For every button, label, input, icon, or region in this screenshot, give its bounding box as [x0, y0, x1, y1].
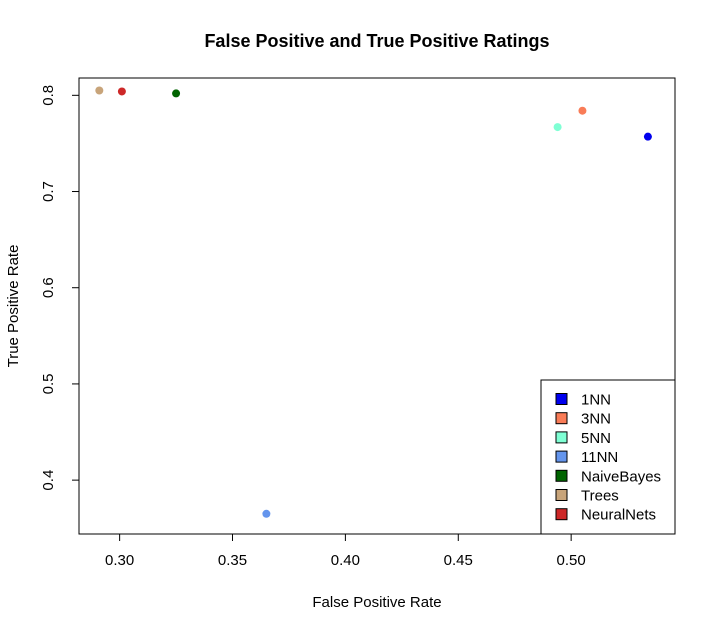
- y-tick-label: 0.4: [40, 470, 57, 491]
- x-tick-label: 0.30: [105, 552, 134, 569]
- y-tick-label: 0.5: [40, 373, 57, 394]
- data-point-trees: [95, 86, 104, 95]
- y-axis-label: True Positive Rate: [5, 245, 22, 368]
- data-points: [95, 86, 652, 518]
- x-tick-label: 0.40: [331, 552, 360, 569]
- legend-label-11nn: 11NN: [581, 449, 618, 466]
- data-point-5nn: [553, 123, 562, 132]
- y-tick-label: 0.6: [40, 277, 57, 298]
- legend-label-3nn: 3NN: [581, 411, 611, 428]
- x-tick-label: 0.45: [444, 552, 473, 569]
- data-point-3nn: [578, 106, 587, 115]
- legend-label-naivebayes: NaiveBayes: [581, 468, 661, 485]
- legend-label-1nn: 1NN: [581, 392, 611, 409]
- x-axis: 0.30 0.35 0.40 0.45 0.50: [105, 533, 586, 569]
- y-tick-label: 0.7: [40, 181, 57, 202]
- x-tick-label: 0.35: [218, 552, 247, 569]
- legend-label-5nn: 5NN: [581, 430, 611, 447]
- legend-label-trees: Trees: [581, 488, 619, 505]
- legend-swatch-1nn: [555, 393, 568, 405]
- x-axis-label: False Positive Rate: [312, 594, 441, 611]
- x-tick-label: 0.50: [557, 552, 586, 569]
- chart-title: False Positive and True Positive Ratings: [204, 31, 549, 51]
- legend-label-neuralnets: NeuralNets: [581, 507, 656, 524]
- legend-swatch-11nn: [555, 450, 568, 463]
- data-point-naivebayes: [172, 89, 181, 98]
- legend-swatch-trees: [555, 489, 568, 501]
- y-tick-label: 0.8: [40, 85, 57, 106]
- legend: 1NN 3NN 5NN 11NN NaiveBayes Trees NeuralNets: [540, 379, 676, 535]
- data-point-11nn: [262, 509, 271, 518]
- data-point-neuralnets: [117, 87, 126, 96]
- data-point-1nn: [643, 132, 652, 141]
- y-axis: 0.4 0.5 0.6 0.7 0.8: [40, 85, 80, 491]
- legend-swatch-naivebayes: [555, 469, 568, 482]
- legend-swatch-5nn: [555, 431, 568, 444]
- legend-swatch-3nn: [555, 412, 568, 425]
- legend-swatch-neuralnets: [555, 508, 568, 521]
